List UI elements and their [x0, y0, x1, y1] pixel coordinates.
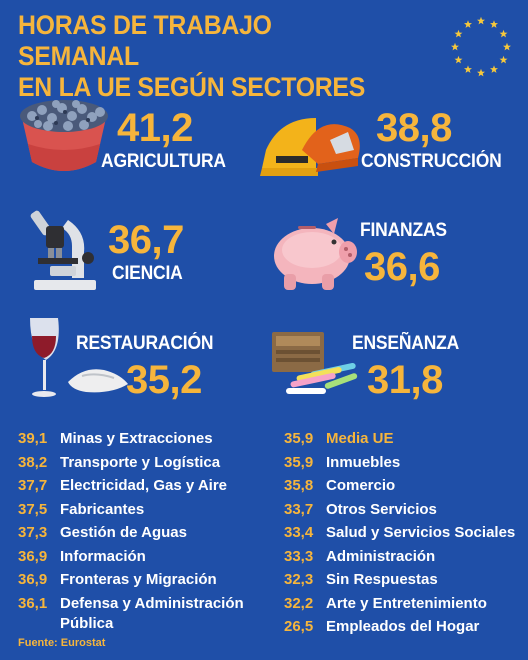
label-ciencia: CIENCIA	[112, 263, 183, 284]
star-icon	[454, 55, 463, 64]
star-icon	[477, 68, 485, 77]
list-item-name: Sin Respuestas	[326, 571, 438, 588]
hard-hat-icon	[260, 118, 360, 176]
list-item-value: 36,9	[18, 571, 48, 588]
eu-stars-icon	[451, 16, 511, 77]
list-item-name: Gestión de Aguas	[60, 524, 187, 541]
list-item-name: Arte y Entretenimiento	[326, 594, 487, 612]
label-restauracion: RESTAURACIÓN	[76, 333, 214, 354]
list-item-value: 32,3	[284, 571, 314, 588]
list-item-value: 32,2	[284, 594, 314, 612]
list-item-value: 37,7	[18, 477, 48, 494]
wine-glass-icon	[30, 318, 128, 397]
star-icon	[499, 55, 508, 64]
list-item-value: 26,5	[284, 618, 314, 635]
label-agricultura: AGRICULTURA	[101, 151, 226, 172]
list-item-value: 33,7	[284, 500, 314, 518]
star-icon	[464, 65, 472, 73]
list-item-name: Comercio	[326, 477, 396, 494]
source-note: Fuente: Eurostat	[18, 637, 106, 649]
right-sector-list: 35,9 Media UE 35,9 Inmuebles 35,8 Comercio 33,…	[284, 428, 524, 638]
list-item-value: 39,1	[18, 430, 48, 447]
value-ciencia: 36,7	[108, 218, 184, 262]
list-item-name: Electricidad, Gas y Aire	[60, 477, 228, 494]
list-item-name: Fronteras y Migración	[60, 571, 217, 588]
list-item-value: 35,9	[284, 430, 314, 447]
page-title: HORAS DE TRABAJO SEMANAL EN LA UE SEGÚN …	[18, 10, 386, 103]
value-construccion: 38,8	[376, 106, 452, 150]
value-ensenanza: 31,8	[367, 358, 443, 402]
list-item-name: Información	[60, 547, 146, 565]
title-line-1: HORAS DE TRABAJO SEMANAL	[18, 10, 272, 71]
list-item-value: 37,5	[18, 500, 48, 518]
list-item-value: 36,1	[18, 594, 48, 612]
value-agricultura: 41,2	[117, 106, 193, 150]
star-icon	[451, 42, 459, 51]
books-chalk-icon	[272, 332, 358, 394]
blueberry-bowl-icon	[20, 100, 108, 171]
list-item-value: 37,3	[18, 524, 48, 541]
list-item-value: 36,9	[18, 547, 48, 565]
list-item-name: Media UE	[326, 430, 394, 447]
star-icon	[490, 20, 498, 28]
list-item-name: Salud y Servicios Sociales	[326, 524, 516, 541]
star-icon	[454, 29, 463, 38]
list-item-value: 33,3	[284, 547, 314, 565]
list-item-name: Defensa y Administración	[60, 594, 244, 612]
list-item-name-line2: Pública	[60, 614, 114, 632]
title-line-2: EN LA UE SEGÚN SECTORES	[18, 72, 365, 102]
list-item-value: 35,8	[284, 477, 314, 494]
list-item-name: Empleados del Hogar	[326, 618, 480, 635]
list-item-name: Otros Servicios	[326, 500, 437, 518]
microscope-icon	[30, 210, 96, 290]
star-icon	[477, 16, 485, 25]
left-sector-list: 39,1 Minas y Extracciones 38,2 Transporte y…	[18, 428, 268, 632]
star-icon	[503, 42, 511, 51]
list-item-name: Administración	[326, 547, 436, 565]
piggy-bank-icon	[274, 218, 357, 290]
list-item-value: 38,2	[18, 453, 48, 471]
list-item-name: Transporte y Logística	[60, 453, 221, 471]
list-item-name: Inmuebles	[326, 453, 401, 471]
list-item-name: Fabricantes	[60, 500, 145, 518]
label-finanzas: FINANZAS	[360, 220, 447, 241]
label-ensenanza: ENSEÑANZA	[352, 333, 460, 354]
value-finanzas: 36,6	[364, 245, 440, 289]
star-icon	[464, 20, 472, 28]
star-icon	[490, 65, 498, 73]
star-icon	[499, 29, 508, 38]
value-restauracion: 35,2	[126, 358, 202, 402]
list-item-value: 35,9	[284, 453, 314, 471]
list-item-value: 33,4	[284, 524, 314, 541]
list-item-name: Minas y Extracciones	[60, 430, 213, 447]
label-construccion: CONSTRUCCIÓN	[361, 151, 502, 172]
